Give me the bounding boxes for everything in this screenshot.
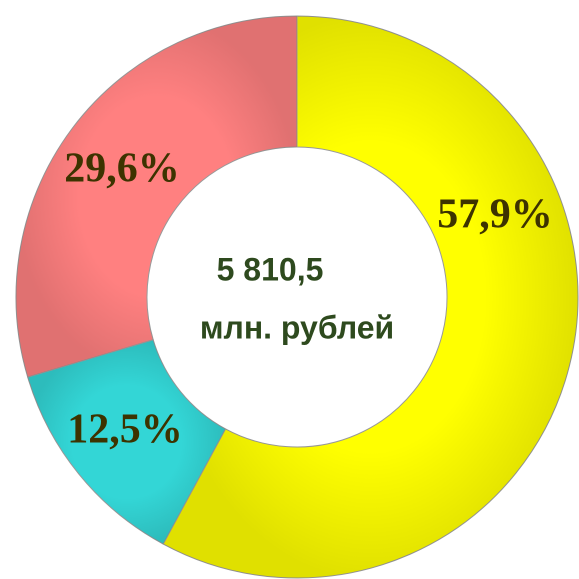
data-label: 12,5%	[67, 407, 183, 453]
center-total: 5 810,5	[217, 251, 324, 287]
center-unit: млн. рублей	[200, 309, 394, 345]
slices	[15, 15, 579, 579]
data-label: 29,6%	[64, 146, 180, 192]
data-label: 57,9%	[437, 192, 553, 238]
